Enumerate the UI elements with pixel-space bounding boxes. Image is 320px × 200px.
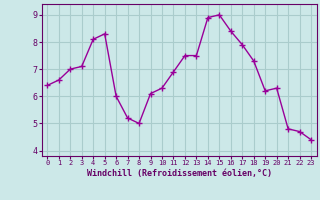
X-axis label: Windchill (Refroidissement éolien,°C): Windchill (Refroidissement éolien,°C) xyxy=(87,169,272,178)
